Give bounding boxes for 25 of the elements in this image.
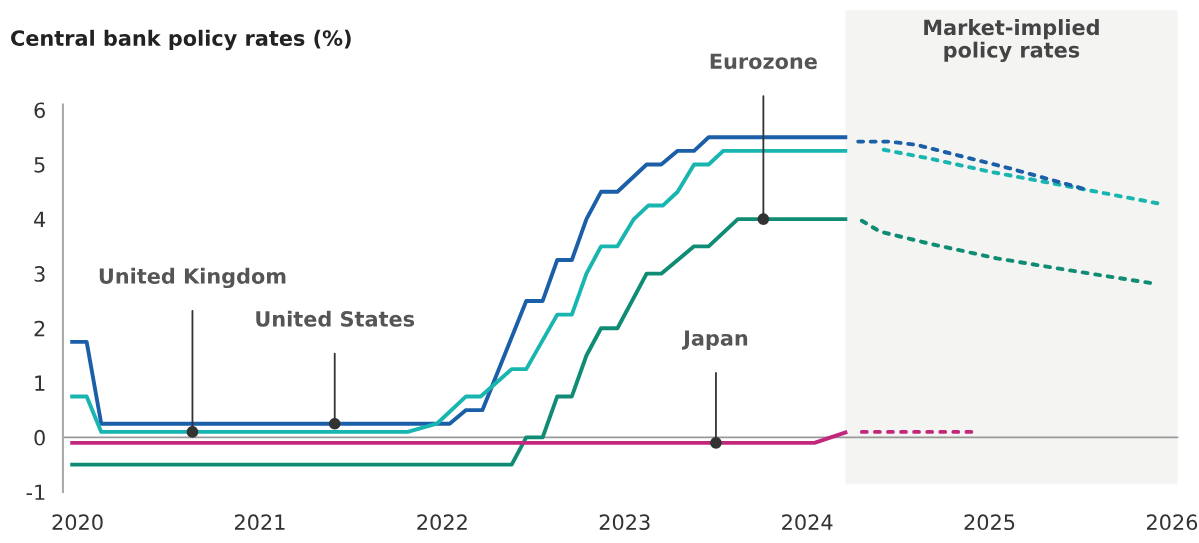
x-tick-label: 2026: [1146, 514, 1198, 531]
x-tick-label: 2022: [417, 514, 467, 531]
band-label: Market-implied policy rates: [924, 19, 1099, 62]
x-tick-label: 2021: [234, 514, 285, 531]
chart-title: Central bank policy rates (%): [11, 29, 351, 51]
y-tick-label: 4: [34, 211, 46, 227]
y-tick-label: 5: [34, 157, 45, 173]
annotation: Eurozone: [710, 53, 817, 70]
y-tick-label: 6: [34, 102, 45, 119]
annotation: United States: [256, 310, 415, 327]
line-series: [859, 218, 1153, 285]
line-series: [68, 217, 850, 467]
y-tick-label: 2: [34, 320, 45, 337]
x-tick-label: 2024: [782, 514, 833, 531]
x-tick-label: 2025: [964, 514, 1015, 531]
y-tick-label: -1: [26, 484, 45, 500]
line-series: [881, 147, 1160, 206]
annotation: Japan: [681, 330, 748, 350]
x-tick-label: 2020: [52, 514, 103, 531]
line-series: [856, 139, 1085, 191]
y-tick-label: 3: [34, 266, 45, 282]
y-tick-label: 0: [34, 429, 45, 446]
y-tick-label: 1: [35, 375, 45, 391]
x-tick-label: 2023: [599, 514, 650, 531]
annotation: United Kingdom: [99, 267, 286, 289]
